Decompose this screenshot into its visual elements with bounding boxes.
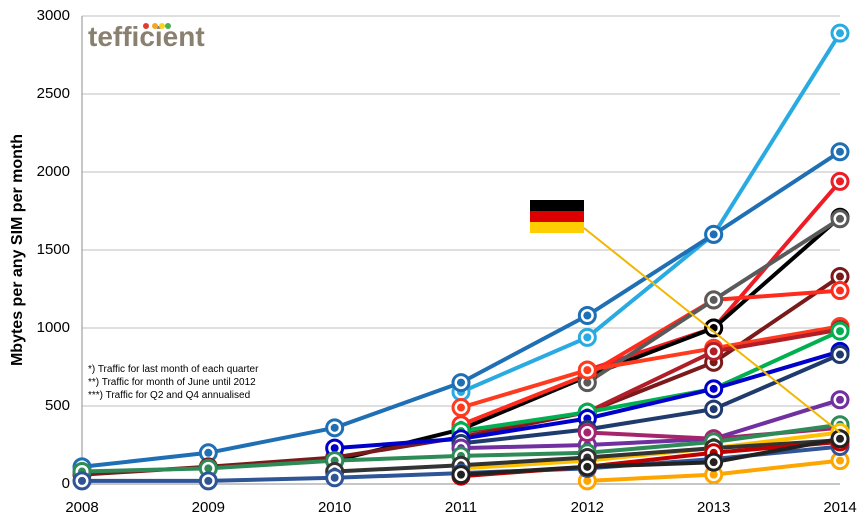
y-axis-ticks: 0 500 1000 1500 2000 2500 3000	[37, 7, 70, 492]
footnotes: *) Traffic for last month of each quarte…	[88, 364, 259, 401]
point-marker-dot	[709, 295, 718, 304]
series-line-denmark	[460, 288, 841, 427]
point-marker-dot	[709, 458, 718, 467]
point-marker-dot	[836, 434, 844, 443]
point-marker-dot	[836, 29, 844, 38]
brand-dot-green	[165, 23, 171, 29]
point-marker-dot	[709, 384, 718, 393]
brand-dot-red	[143, 23, 149, 29]
y-tick-label: 2000	[37, 163, 70, 180]
point-marker-dot	[836, 272, 844, 281]
point-marker-dot	[836, 395, 844, 404]
point-marker-dot	[709, 405, 718, 414]
x-tick-label: 2014	[823, 499, 856, 516]
point-marker-dot	[836, 177, 844, 186]
point-marker-dot	[709, 230, 718, 239]
y-axis-label: Mbytes per any SIM per month	[9, 134, 26, 366]
point-marker-dot	[330, 423, 339, 432]
point-marker-dot	[204, 464, 213, 473]
y-tick-label: 3000	[37, 7, 70, 24]
y-tick-label: 2500	[37, 85, 70, 102]
point-marker-dot	[78, 476, 86, 485]
point-marker-dot	[457, 378, 465, 387]
footnote-2: **) Traffic for month of June until 2012	[88, 377, 256, 388]
y-tick-label: 1500	[37, 241, 70, 258]
point-marker-dot	[457, 470, 465, 479]
callout-line	[583, 227, 841, 434]
germany-flag-icon	[530, 200, 584, 233]
point-marker-dot	[836, 327, 844, 336]
x-tick-label: 2012	[571, 499, 604, 516]
y-tick-label: 500	[45, 397, 70, 414]
series-line-uk	[460, 397, 841, 451]
point-marker-dot	[709, 347, 718, 356]
point-marker-dot	[583, 476, 592, 485]
point-marker-dot	[836, 147, 844, 156]
point-marker-dot	[204, 476, 213, 485]
point-marker-dot	[204, 448, 213, 457]
point-marker-dot	[583, 366, 592, 375]
series-markers	[72, 23, 850, 491]
series-line-austria	[460, 324, 841, 410]
footnote-1: *) Traffic for last month of each quarte…	[88, 364, 259, 375]
point-marker-dot	[583, 378, 592, 387]
series-line-finland	[460, 32, 842, 394]
x-tick-label: 2013	[697, 499, 730, 516]
brand-logo: tefficient	[88, 21, 205, 52]
y-tick-label: 0	[62, 475, 70, 492]
point-marker-dot	[583, 428, 592, 437]
x-tick-label: 2010	[318, 499, 351, 516]
point-marker-dot	[836, 286, 844, 295]
x-tick-label: 2011	[445, 499, 477, 516]
point-marker-dot	[836, 350, 844, 359]
series-line-belgium	[460, 436, 841, 477]
point-marker-dot	[836, 214, 844, 223]
brand-dot-yellow	[159, 23, 165, 29]
point-marker-dot	[457, 403, 465, 412]
brand-dot-orange	[152, 23, 158, 29]
point-marker-dot	[583, 333, 592, 342]
series-line-italy	[460, 329, 841, 433]
point-marker-dot	[836, 456, 844, 465]
footnote-3: ***) Traffic for Q2 and Q4 annualised	[88, 390, 250, 401]
point-marker-dot	[330, 444, 339, 453]
point-marker-dot	[583, 311, 592, 320]
gridlines	[81, 15, 840, 485]
point-marker-dot	[583, 462, 592, 471]
x-tick-label: 2008	[65, 499, 98, 516]
point-marker-dot	[330, 473, 339, 482]
germany-callout	[530, 200, 841, 434]
point-marker-dot	[709, 470, 718, 479]
x-tick-label: 2009	[192, 499, 225, 516]
x-axis-ticks: 2008 2009 2010 2011 2012 2013 2014	[65, 499, 856, 516]
y-tick-label: 1000	[37, 319, 70, 336]
